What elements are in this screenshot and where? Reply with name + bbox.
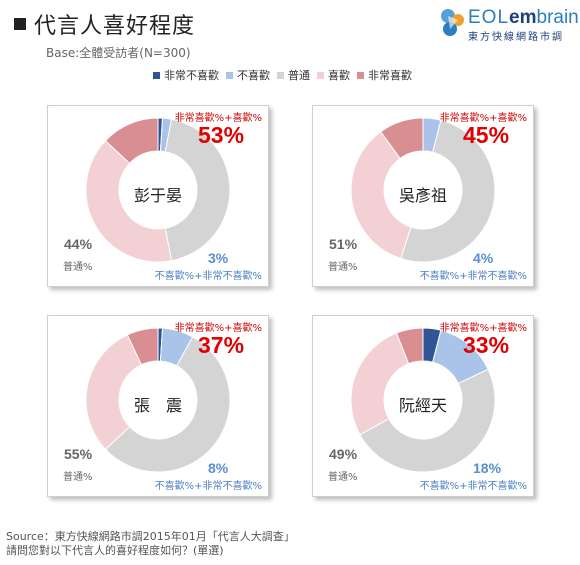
donut-chart [350, 327, 496, 473]
neutral-label: 普通% [63, 472, 93, 483]
neutral-percent: 44% [64, 236, 93, 252]
dislike-percent: 3% [208, 250, 229, 266]
donut-slice-like [85, 334, 143, 450]
donut-slice-like [85, 140, 173, 263]
like-percent: 33% [463, 332, 510, 358]
spokesperson-name: 吳彥祖 [398, 186, 447, 205]
logo-subtitle: 東方快線網路市調 [468, 32, 564, 43]
legend-item: 不喜歡 [226, 67, 270, 83]
like-sum-label: 非常喜歡%+喜歡% [174, 113, 262, 124]
neutral-label: 普通% [63, 262, 93, 273]
donut-slice-neutral [400, 119, 496, 263]
spokesperson-name: 彭于晏 [133, 186, 182, 205]
like-sum-label: 非常喜歡%+喜歡% [174, 323, 262, 334]
donut-chart-panel: 非常喜歡%+喜歡% 45% 吳彥祖 51% 普通% 4% 不喜歡%+非常不喜歡% [312, 105, 534, 287]
donut-slice-neutral [359, 368, 496, 473]
dislike-percent: 8% [208, 460, 229, 476]
neutral-percent: 49% [329, 446, 358, 462]
page-title: 代言人喜好程度 [14, 8, 195, 40]
legend-swatch [226, 71, 233, 79]
donut-slice-like [350, 332, 410, 436]
logo-mark-icon [441, 9, 464, 36]
base-note: Base:全體受訪者(N=300) [46, 46, 191, 60]
neutral-label: 普通% [328, 262, 358, 273]
donut-slice-very-like [379, 117, 424, 160]
legend-swatch [277, 71, 284, 79]
like-percent: 53% [198, 122, 245, 148]
donut-chart-panel: 非常喜歡%+喜歡% 37% 張 震 55% 普通% 8% 不喜歡%+非常不喜歡% [47, 315, 269, 497]
dislike-percent: 18% [473, 460, 502, 476]
question-note: 請問您對以下代言人的喜好程度如何？(單選) [6, 544, 224, 557]
donut-slice-neutral [104, 336, 231, 473]
donut-chart [350, 117, 496, 263]
legend-item: 喜歡 [317, 67, 350, 83]
like-percent: 37% [198, 332, 245, 358]
square-bullet-icon [14, 18, 26, 30]
legend-label: 不喜歡 [237, 69, 270, 82]
donut-chart-panel: 非常喜歡%+喜歡% 53% 彭于晏 44% 普通% 3% 不喜歡%+非常不喜歡% [47, 105, 269, 287]
spokesperson-name: 張 震 [133, 396, 182, 415]
legend-label: 普通 [288, 69, 310, 82]
like-sum-label: 非常喜歡%+喜歡% [439, 323, 527, 334]
neutral-label: 普通% [328, 472, 358, 483]
donut-chart [85, 327, 231, 473]
neutral-percent: 55% [64, 446, 93, 462]
donut-slice-very-like [126, 327, 159, 366]
dislike-percent: 4% [473, 250, 494, 266]
neutral-percent: 51% [329, 236, 358, 252]
donut-slice-neutral [164, 118, 231, 262]
logo: EOLembrain 東方快線網路市調 [438, 6, 579, 43]
dislike-sum-label: 不喜歡%+非常不喜歡% [419, 271, 527, 282]
donut-slice-very-like [104, 117, 159, 165]
legend-swatch [317, 71, 324, 79]
like-percent: 45% [463, 122, 510, 148]
legend-item: 普通 [277, 67, 310, 83]
legend-label: 喜歡 [328, 69, 350, 82]
like-sum-label: 非常喜歡%+喜歡% [439, 113, 527, 124]
page-title-text: 代言人喜好程度 [34, 14, 196, 39]
legend-item: 非常喜歡 [357, 67, 412, 83]
spokesperson-name: 阮經天 [398, 396, 447, 415]
legend-swatch [357, 71, 364, 79]
donut-chart [85, 117, 231, 263]
chart-legend: 非常不喜歡 不喜歡 普通 喜歡 非常喜歡 [153, 67, 419, 83]
footer: Source：東方快線網路市調2015年01月「代言人大調查」 請問您對以下代言… [6, 530, 295, 558]
dislike-sum-label: 不喜歡%+非常不喜歡% [419, 481, 527, 492]
legend-label: 非常不喜歡 [164, 69, 219, 82]
legend-label: 非常喜歡 [368, 69, 412, 82]
donut-slice-like [350, 131, 412, 260]
dislike-sum-label: 不喜歡%+非常不喜歡% [154, 481, 262, 492]
source-note: Source：東方快線網路市調2015年01月「代言人大調查」 [6, 530, 295, 543]
logo-wordmark: EOLembrain [468, 7, 579, 28]
donut-slice-very-like [395, 327, 424, 365]
legend-item: 非常不喜歡 [153, 67, 219, 83]
donut-chart-panel: 非常喜歡%+喜歡% 33% 阮經天 49% 普通% 18% 不喜歡%+非常不喜歡% [312, 315, 534, 497]
legend-swatch [153, 71, 160, 79]
dislike-sum-label: 不喜歡%+非常不喜歡% [154, 271, 262, 282]
